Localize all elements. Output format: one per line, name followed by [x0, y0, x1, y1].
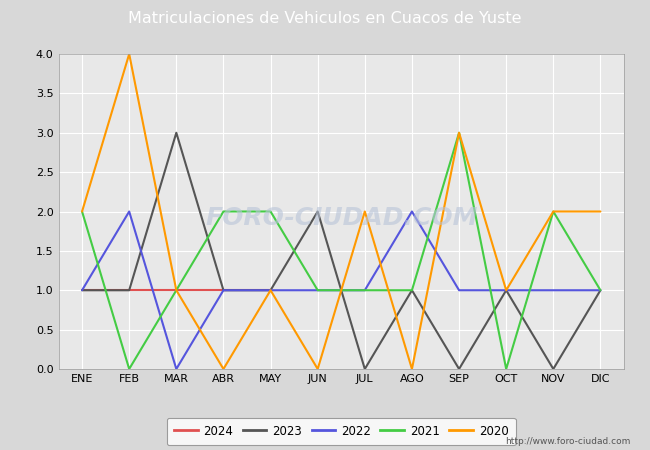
- Text: http://www.foro-ciudad.com: http://www.foro-ciudad.com: [505, 436, 630, 446]
- Legend: 2024, 2023, 2022, 2021, 2020: 2024, 2023, 2022, 2021, 2020: [167, 418, 515, 445]
- Text: Matriculaciones de Vehiculos en Cuacos de Yuste: Matriculaciones de Vehiculos en Cuacos d…: [128, 11, 522, 26]
- Text: FORO-CIUDAD.COM: FORO-CIUDAD.COM: [205, 206, 478, 230]
